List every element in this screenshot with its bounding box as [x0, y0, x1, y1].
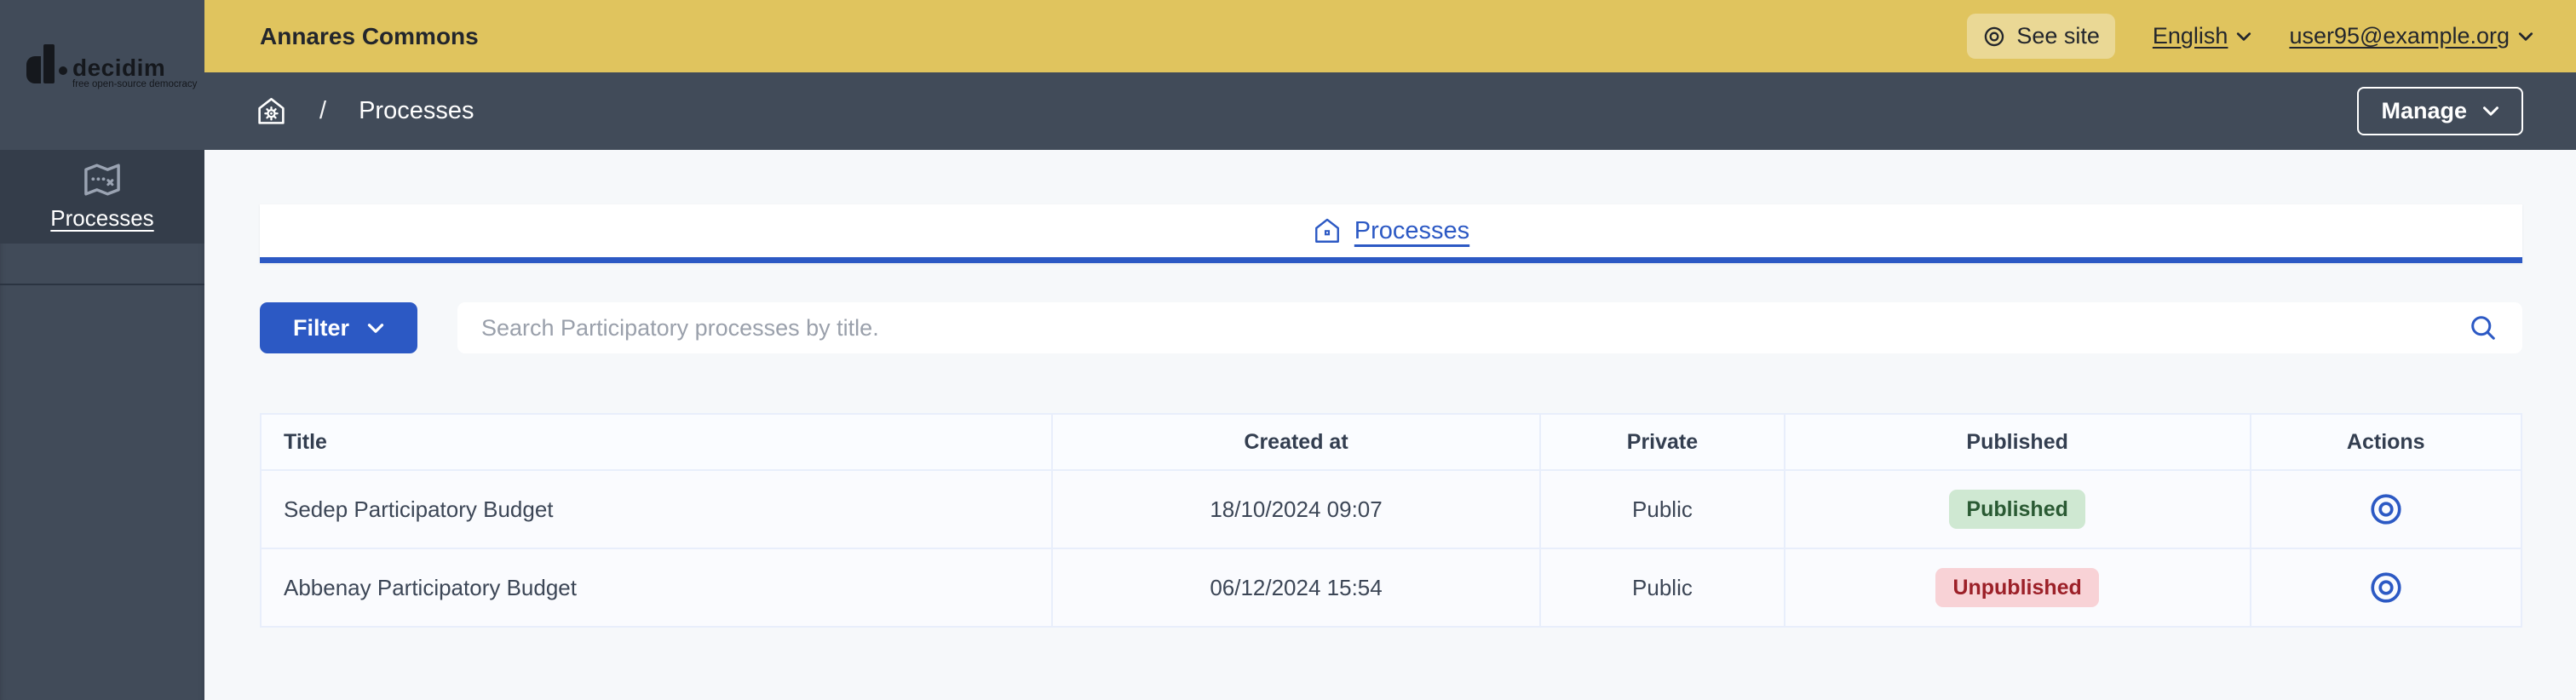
- user-email: user95@example.org: [2289, 23, 2510, 49]
- table-body: Sedep Participatory Budget 18/10/2024 09…: [260, 469, 2522, 628]
- processes-table-wrap: Title Created at Private Published Actio…: [260, 413, 2522, 628]
- decidim-logo-bar: [43, 44, 55, 83]
- preview-action-button[interactable]: [2367, 491, 2405, 528]
- published-badge: Published: [1949, 490, 2085, 529]
- preview-eye-icon: [2367, 491, 2405, 528]
- preview-action-button[interactable]: [2367, 569, 2405, 606]
- home-gear-icon[interactable]: [256, 95, 287, 127]
- home-icon: [1313, 216, 1342, 245]
- tab-label: Processes: [1354, 216, 1470, 244]
- main-content: Processes Filter: [204, 150, 2576, 700]
- sidebar-item-label: Processes: [50, 205, 154, 231]
- column-header-actions: Actions: [2249, 413, 2522, 471]
- filter-button[interactable]: Filter: [260, 302, 417, 353]
- decidim-logo-word: decidim: [72, 55, 166, 81]
- language-selector[interactable]: English: [2153, 23, 2252, 49]
- tab-bar: Processes: [260, 204, 2522, 263]
- published-badge: Unpublished: [1935, 568, 2099, 607]
- search-input[interactable]: [481, 314, 2468, 341]
- search-submit-button[interactable]: [2468, 313, 2498, 343]
- see-site-button[interactable]: See site: [1967, 14, 2115, 59]
- search-box: [457, 302, 2522, 353]
- chevron-down-icon: [2518, 32, 2533, 42]
- process-title: Sedep Participatory Budget: [260, 469, 1053, 549]
- see-site-label: See site: [2016, 23, 2100, 49]
- topbar-right: See site English user95@example.org: [1967, 14, 2533, 59]
- user-menu[interactable]: user95@example.org: [2289, 23, 2533, 49]
- chevron-down-icon: [2236, 32, 2251, 42]
- decidim-logo-mark: [26, 56, 41, 83]
- concentric-eye-icon: [1982, 25, 2006, 49]
- breadcrumb-current[interactable]: Processes: [359, 97, 474, 124]
- table-row: Sedep Participatory Budget 18/10/2024 09…: [260, 469, 2522, 549]
- process-created-at: 06/12/2024 15:54: [1050, 548, 1542, 628]
- breadcrumb-separator: /: [319, 97, 327, 124]
- process-private: Public: [1539, 469, 1785, 549]
- sidebar-divider: [0, 284, 204, 285]
- decidim-logo-tagline: free open-source democracy: [72, 79, 198, 89]
- manage-label: Manage: [2381, 98, 2467, 123]
- column-header-published: Published: [1783, 413, 2251, 471]
- treasure-map-icon: [83, 162, 122, 198]
- column-header-title: Title: [260, 413, 1053, 471]
- breadcrumb: / Processes: [256, 95, 474, 127]
- processes-table: Title Created at Private Published Actio…: [260, 413, 2522, 628]
- chevron-down-icon: [2482, 106, 2499, 117]
- sidebar-item-processes[interactable]: Processes: [0, 150, 204, 244]
- sidebar: Processes: [0, 150, 204, 700]
- tab-processes[interactable]: Processes: [1313, 216, 1469, 245]
- process-created-at: 18/10/2024 09:07: [1050, 469, 1542, 549]
- decidim-logo[interactable]: decidim free open-source democracy: [26, 44, 197, 89]
- table-row: Abbenay Participatory Budget 06/12/2024 …: [260, 548, 2522, 628]
- topbar: Annares Commons See site English user95@…: [204, 0, 2576, 72]
- logo-area: decidim free open-source democracy: [0, 0, 204, 89]
- decidim-logo-text: decidim free open-source democracy: [72, 55, 198, 89]
- decidim-logo-dot: [59, 66, 67, 75]
- organization-name: Annares Commons: [260, 22, 479, 49]
- manage-button[interactable]: Manage: [2357, 87, 2523, 135]
- language-label: English: [2152, 23, 2228, 49]
- table-header: Title Created at Private Published Actio…: [260, 413, 2522, 471]
- subbar: / Processes Manage: [0, 72, 2576, 150]
- toolbar: Filter: [260, 302, 2522, 353]
- admin-header: decidim free open-source democracy Annar…: [0, 0, 2576, 150]
- column-header-private: Private: [1539, 413, 1785, 471]
- process-private: Public: [1539, 548, 1785, 628]
- process-title: Abbenay Participatory Budget: [260, 548, 1053, 628]
- chevron-down-icon: [367, 323, 384, 334]
- preview-eye-icon: [2367, 569, 2405, 606]
- magnifier-icon: [2468, 313, 2498, 343]
- filter-label: Filter: [292, 314, 349, 341]
- column-header-created-at: Created at: [1050, 413, 1542, 471]
